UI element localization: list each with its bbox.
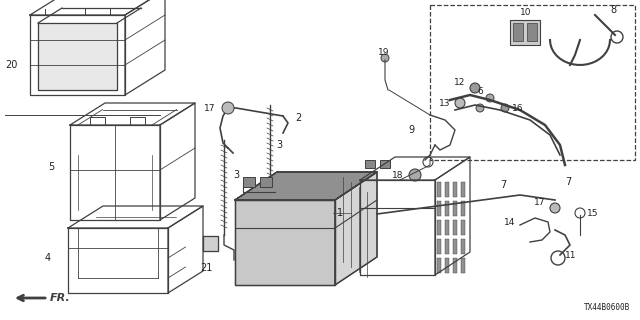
Text: 21: 21 [200,263,212,273]
Text: 7: 7 [500,180,506,190]
Text: 18: 18 [392,171,403,180]
Bar [461,258,465,273]
Bar [437,182,441,197]
Text: 20: 20 [5,60,17,70]
Bar [453,182,457,197]
Text: 17: 17 [534,197,545,206]
Text: 7: 7 [565,177,572,187]
Bar [453,201,457,216]
Text: TX44B0600B: TX44B0600B [584,303,630,312]
Polygon shape [235,172,377,200]
Text: 12: 12 [454,77,465,86]
Bar [461,182,465,197]
Polygon shape [235,172,377,200]
Bar [437,258,441,273]
Text: 19: 19 [378,47,390,57]
Bar [461,220,465,235]
Text: 3: 3 [276,140,282,150]
Text: FR.: FR. [50,293,71,303]
Bar [527,23,537,41]
Circle shape [455,98,465,108]
Bar [461,239,465,254]
Text: 17: 17 [204,103,215,113]
Bar [437,239,441,254]
Text: 2: 2 [295,113,301,123]
Text: 5: 5 [48,162,54,172]
Polygon shape [235,200,335,285]
Circle shape [409,169,421,181]
Bar [260,177,272,187]
Bar [453,220,457,235]
Circle shape [550,203,560,213]
Bar [365,160,375,168]
Bar [243,177,255,187]
Text: 6: 6 [477,86,483,95]
Bar [510,20,540,45]
Polygon shape [38,23,117,90]
Bar [445,258,449,273]
Bar [453,239,457,254]
Text: 14: 14 [504,218,515,227]
Text: 4: 4 [45,253,51,263]
Circle shape [381,54,389,62]
Text: 10: 10 [520,7,531,17]
Bar [437,220,441,235]
Circle shape [470,83,480,93]
Bar [445,220,449,235]
Circle shape [476,104,484,112]
Circle shape [501,104,509,112]
Bar [461,201,465,216]
Circle shape [222,102,234,114]
Text: 16: 16 [512,103,524,113]
Bar [430,5,635,160]
Text: 13: 13 [438,99,450,108]
Text: 1: 1 [337,208,343,218]
Bar [445,239,449,254]
Bar [445,201,449,216]
Text: 3: 3 [233,170,239,180]
Text: 15: 15 [587,209,598,218]
Text: 9: 9 [408,125,414,135]
Bar [453,258,457,273]
Circle shape [486,94,494,102]
Bar [437,201,441,216]
Text: 11: 11 [565,251,577,260]
Bar [445,182,449,197]
Polygon shape [203,236,218,251]
Bar [513,23,523,41]
Polygon shape [335,172,377,285]
Text: 8: 8 [610,5,616,15]
Bar [380,160,390,168]
